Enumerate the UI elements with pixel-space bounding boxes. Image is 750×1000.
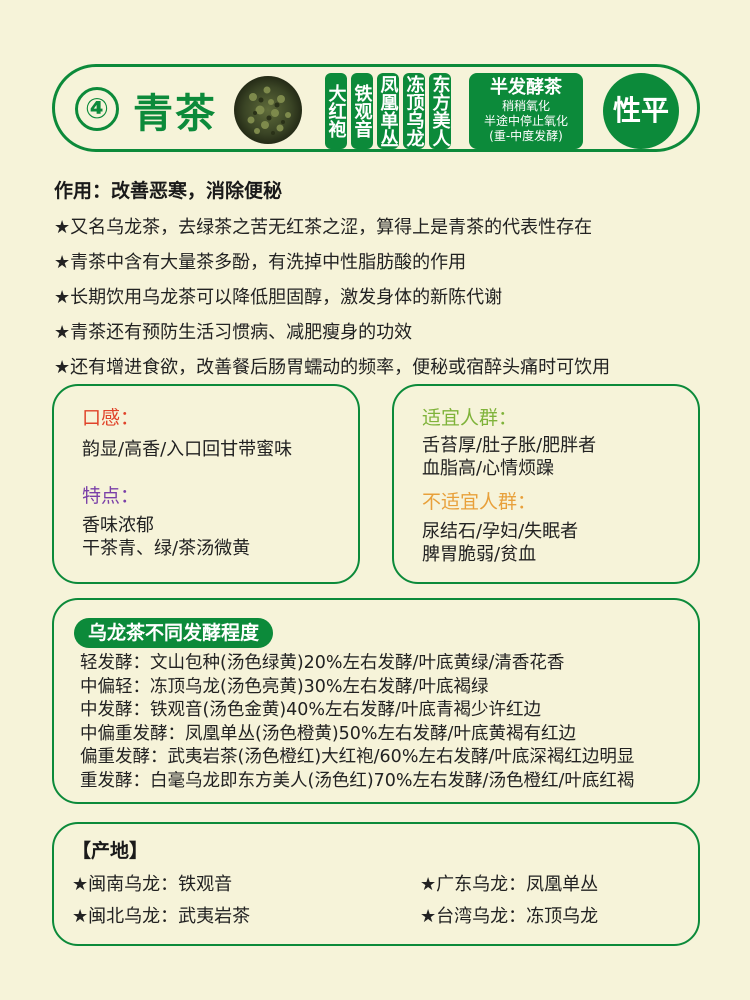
ferment-levels-box: 乌龙茶不同发酵程度 轻发酵：文山包种(汤色绿黄)20%左右发酵/叶底黄绿/清香花… <box>52 598 700 804</box>
origin-title: 【产地】 <box>72 840 149 862</box>
origin-item: ★闽南乌龙：铁观音 <box>72 874 233 895</box>
unsuitable-line: 尿结石/孕妇/失眠者 <box>422 521 579 542</box>
ferment-level-item: 重发酵：白毫乌龙即东方美人(汤色红)70%左右发酵/汤色橙红/叶底红褐 <box>80 770 635 791</box>
page-title: 青茶 <box>133 91 217 137</box>
ferment-badge: 半发酵茶 稍稍氧化 半途中停止氧化 (重-中度发酵) <box>469 73 583 149</box>
ferment-level-item: 轻发酵：文山包种(汤色绿黄)20%左右发酵/叶底黄绿/清香花香 <box>80 653 565 673</box>
variety-tag-fenghuangdancong: 凤凰单丛 <box>377 73 399 149</box>
benefit-item: ★青茶中含有大量茶多酚，有洗掉中性脂肪酸的作用 <box>54 252 467 273</box>
suitable-label: 适宜人群： <box>422 407 518 429</box>
origin-box: 【产地】 ★闽南乌龙：铁观音 ★广东乌龙：凤凰单丛 ★闽北乌龙：武夷岩茶 ★台湾… <box>52 822 700 946</box>
ferment-level-item: 偏重发酵：武夷岩茶(汤色橙红)大红袍/60%左右发酵/叶底深褐红边明显 <box>80 747 635 767</box>
ferment-line: (重-中度发酵) <box>489 129 563 143</box>
ferment-level-item: 中偏重发酵：凤凰单丛(汤色橙黄)50%左右发酵/叶底黄褐有红边 <box>80 723 576 744</box>
feature-label: 特点： <box>82 485 140 507</box>
unsuitable-line: 脾胃脆弱/贫血 <box>422 544 537 565</box>
section-number: ④ <box>75 87 119 131</box>
ferment-levels-title: 乌龙茶不同发酵程度 <box>74 618 274 648</box>
variety-tag-dongfangmeiren: 东方美人 <box>429 73 451 149</box>
tea-leaves-icon <box>234 76 302 144</box>
people-box: 适宜人群： 舌苔厚/肚子胀/肥胖者 血脂高/心情烦躁 不适宜人群： 尿结石/孕妇… <box>392 384 700 584</box>
taste-text: 韵显/高香/入口回甘带蜜味 <box>82 439 293 460</box>
variety-tag-dongdingwulong: 冻顶乌龙 <box>403 73 425 149</box>
feature-line: 干茶青、绿/茶汤微黄 <box>82 538 251 559</box>
taste-box: 口感： 韵显/高香/入口回甘带蜜味 特点： 香味浓郁 干茶青、绿/茶汤微黄 <box>52 384 360 584</box>
suitable-line: 血脂高/心情烦躁 <box>422 458 555 479</box>
benefit-item: ★青茶还有预防生活习惯病、减肥瘦身的功效 <box>54 322 413 343</box>
ferment-line: 稍稍氧化 <box>501 99 550 113</box>
effect-heading: 作用：改善恶寒，消除便秘 <box>54 180 283 202</box>
variety-tag-tieguanyin: 铁观音 <box>351 73 373 149</box>
ferment-level-item: 中偏轻：冻顶乌龙(汤色亮黄)30%左右发酵/叶底褐绿 <box>80 676 489 697</box>
unsuitable-label: 不适宜人群： <box>422 491 537 513</box>
feature-line: 香味浓郁 <box>82 515 154 536</box>
ferment-level-item: 中发酵：铁观音(汤色金黄)40%左右发酵/叶底青褐少许红边 <box>80 700 541 720</box>
variety-tag-dahongpao: 大红袍 <box>325 73 347 149</box>
origin-item: ★台湾乌龙：冻顶乌龙 <box>420 906 599 927</box>
ferment-title: 半发酵茶 <box>490 77 562 98</box>
ferment-levels-list: 轻发酵：文山包种(汤色绿黄)20%左右发酵/叶底黄绿/清香花香 中偏轻：冻顶乌龙… <box>80 652 634 793</box>
nature-badge: 性平 <box>603 73 679 149</box>
benefit-item: ★还有增进食欲，改善餐后肠胃蠕动的频率，便秘或宿醉头痛时可饮用 <box>54 357 611 378</box>
benefit-item: ★又名乌龙茶，去绿茶之苦无红茶之涩，算得上是青茶的代表性存在 <box>54 217 593 238</box>
suitable-line: 舌苔厚/肚子胀/肥胖者 <box>422 435 597 456</box>
ferment-line: 半途中停止氧化 <box>483 114 568 128</box>
tea-header-banner: ④ 青茶 大红袍 铁观音 凤凰单丛 冻顶乌龙 东方美人 半发酵茶 稍稍氧化 半途… <box>52 64 700 152</box>
benefit-item: ★长期饮用乌龙茶可以降低胆固醇，激发身体的新陈代谢 <box>54 287 503 308</box>
origin-item: ★广东乌龙：凤凰单丛 <box>420 874 599 895</box>
origin-item: ★闽北乌龙：武夷岩茶 <box>72 906 251 927</box>
taste-label: 口感： <box>82 407 140 429</box>
benefit-list: ★又名乌龙茶，去绿茶之苦无红茶之涩，算得上是青茶的代表性存在 ★青茶中含有大量茶… <box>54 210 734 385</box>
